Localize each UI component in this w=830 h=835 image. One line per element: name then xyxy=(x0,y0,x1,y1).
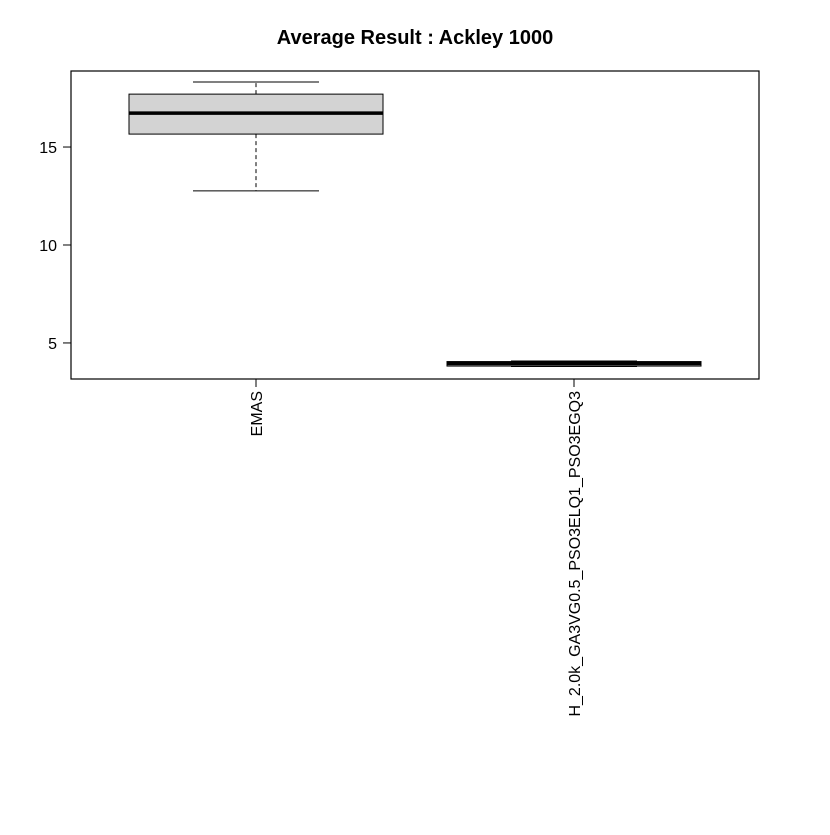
chart-title: Average Result : Ackley 1000 xyxy=(277,27,553,49)
y-tick-label: 15 xyxy=(39,140,57,157)
plot-frame xyxy=(70,70,760,380)
y-tick-label: 5 xyxy=(48,336,57,353)
y-tick-label: 10 xyxy=(39,238,57,255)
x-tick-label: EMAS xyxy=(249,391,266,436)
x-tick-label: H_2.0k_GA3VG0.5_PSO3ELQ1_PSO3EGQ3 xyxy=(567,391,584,717)
